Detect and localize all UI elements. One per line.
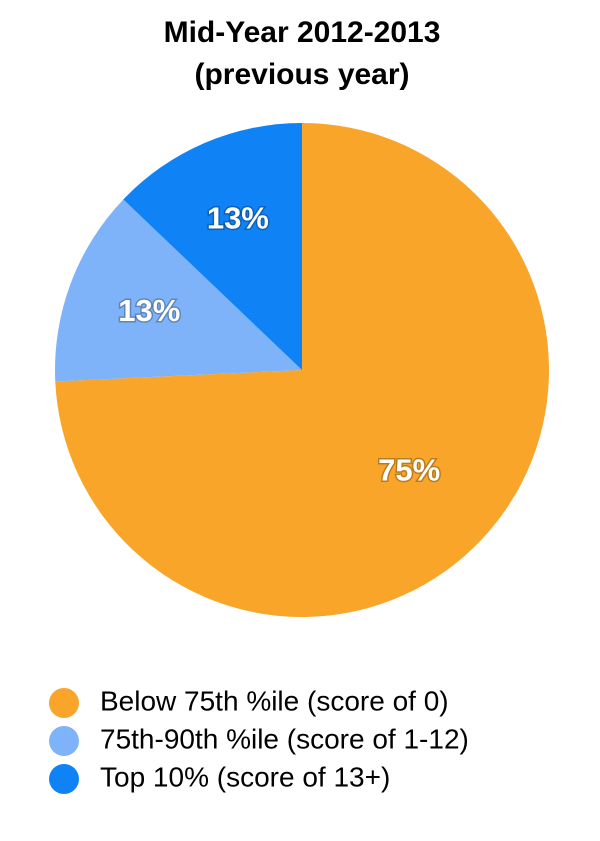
pie-slice (55, 123, 549, 618)
value-label: 13% (118, 293, 180, 328)
legend-label: Below 75th %ile (score of 0) (100, 685, 449, 716)
chart-subtitle: (previous year) (194, 58, 409, 91)
legend-label: Top 10% (score of 13+) (100, 761, 390, 792)
chart-title: Mid-Year 2012-2013 (164, 16, 441, 49)
pie-slice (123, 123, 302, 370)
value-label: 13% (207, 200, 269, 235)
legend-marker (49, 688, 79, 718)
legend-label: 75th-90th %ile (score of 1-12) (100, 723, 469, 754)
legend-marker (49, 726, 79, 756)
value-label: 75% (378, 453, 440, 488)
legend-marker (49, 764, 79, 794)
pie-slice (55, 199, 302, 382)
